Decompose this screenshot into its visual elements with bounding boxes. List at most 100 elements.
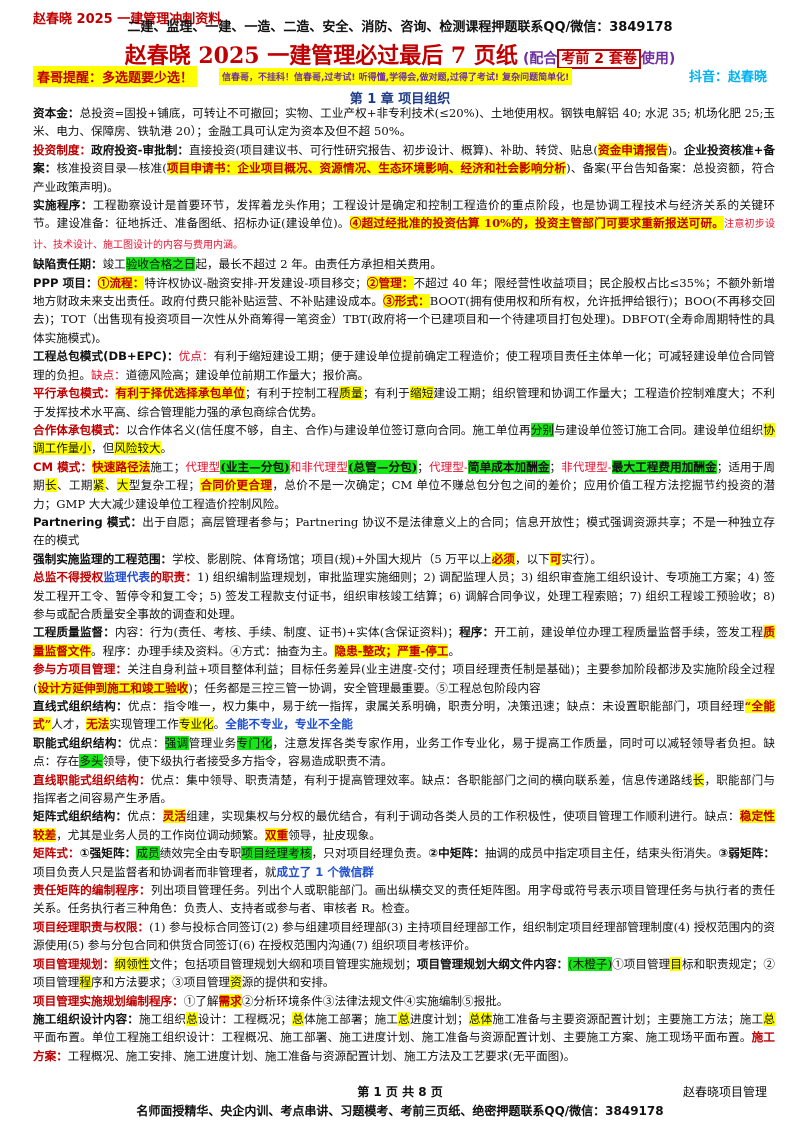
- note-text: 实现管理工作: [109, 717, 179, 732]
- note-text: 。: [448, 643, 461, 658]
- footer-signature: 赵春晓项目管理: [682, 1085, 767, 1099]
- note-text: 。程序：办理手续及资料。④方式：抽查为主。: [90, 643, 335, 658]
- note-text: 、工期: [56, 478, 93, 493]
- note-text: 长: [44, 478, 57, 493]
- note-text: 政府投资-审批制：: [91, 142, 189, 157]
- note-heading: 直线式组织结构：: [33, 699, 128, 713]
- note-text: ②分析环境条件③法律法规文件④实施编制⑤报批。: [241, 993, 509, 1008]
- note-heading: 强制实施监理的工程范围：: [33, 551, 173, 566]
- note-heading: 平行承包模式：: [33, 386, 116, 401]
- note-heading: 项目管理规划：: [33, 956, 115, 971]
- note-text: 优点：: [128, 735, 165, 750]
- note-text: ，总价不是一次确定；CM 单位不赚总包分包之间的差价；应用价值工程方法挖掘节约投…: [33, 478, 775, 511]
- note-text: BOOT(拥有使用权和所有权，允许抵押给银行)；BOO(不再移交回去)；TOT（…: [33, 294, 775, 345]
- note-text: 体施工部署；施工: [303, 1011, 399, 1026]
- note-text: 源的提供和安排。: [241, 975, 335, 990]
- note-text: 最大工程费用加酬金: [611, 459, 717, 474]
- note-text: 学校、影剧院、体育场馆；项目(规)+外国大规片（5 万平以上: [172, 551, 492, 566]
- note-text: 文件；包括项目管理规划大纲和项目管理实施规划；: [149, 956, 417, 971]
- note-text: 长: [692, 772, 705, 787]
- note-text: 缺点：: [90, 367, 126, 382]
- note-text: 程: [79, 975, 91, 990]
- note-text: ，只对项目经理负责。: [311, 846, 429, 861]
- note-text: 组建，实现集权与分权的最优结合，有利于调动各类人员的工作积极性，使项目管理工作顺…: [186, 809, 740, 824]
- note-paragraph: 项目经理职责与权限：(1) 参与投标合同签订(2) 参与组建项目经理部(3) 主…: [33, 918, 775, 955]
- note-text: 总体: [468, 1011, 493, 1026]
- note-text: 领导，扯皮现象。: [288, 827, 381, 842]
- note-text: 的职责：: [150, 570, 198, 585]
- note-text: ，以下: [515, 551, 550, 566]
- note-text: 项目管理规划大纲文件内容：: [416, 956, 569, 971]
- note-text: )、备案(平台告知备案：总投资额，符合产业政策声明)。: [33, 161, 775, 194]
- note-text: ③弱矩阵：: [718, 846, 775, 861]
- note-paragraph: 工程总包模式(DB+EPC)：优点：有利于缩短建设工期；便于建设单位提前确定工程…: [33, 347, 775, 384]
- note-heading: 工程质量监督：: [33, 625, 115, 640]
- note-text: 总: [398, 1011, 410, 1026]
- note-paragraph: 资本金：总投资=固投+铺底，可转让不可撤回；实物、工业产权+非专利技术(≤20%…: [33, 104, 775, 141]
- note-paragraph: 实施程序：工程勘察设计是首要环节，发挥着龙头作用；工程设计是确定和控制工程造价的…: [33, 196, 775, 255]
- tip-reminder: 春哥提醒：多选题要少选！: [33, 66, 198, 87]
- note-text: 工程勘察设计是首要环节，发挥着龙头作用；工程设计是确定和控制工程造价的重点阶段，…: [33, 198, 775, 231]
- note-heading: 实施程序：: [33, 198, 93, 213]
- note-text: 总投资=固投+铺底，可转让不可撤回；实物、工业产权+非专利技术(≤20%)、土地…: [33, 106, 775, 139]
- note-text: 平面布置。单位工程施工组织设计：工程概况、施工部署、施工进度计划、施工准备与资源…: [33, 1030, 752, 1045]
- note-text: 分别: [530, 422, 554, 437]
- note-text: 设计方延伸到施工和竣工验收: [37, 680, 189, 695]
- note-text: 企业投资核准+备案：: [33, 142, 776, 176]
- note-text: ，尤其是业务人员的工作岗位调动频繁。: [56, 827, 265, 842]
- note-text: 无法: [86, 717, 110, 732]
- note-text: 多头: [79, 754, 103, 769]
- note-text: ①强矩阵：: [79, 846, 137, 861]
- note-heading: 职能式组织结构：: [33, 735, 129, 750]
- note-text: (木橙子): [568, 956, 613, 971]
- note-text: 项目经理考核: [241, 846, 312, 861]
- note-text: 工程概况、施工安排、施工进度计划、施工准备与资源配置计划、施工方法及工艺要求(无…: [67, 1048, 576, 1063]
- note-paragraph: 施工组织设计内容：施工组织总设计：工程概况；总体施工部署；施工总进度计划；总体施…: [33, 1010, 775, 1065]
- note-heading: CM 模式：: [33, 459, 93, 474]
- note-text: 资: [230, 975, 242, 990]
- note-text: 全能不专业，专业不全能: [225, 717, 353, 732]
- title-note-post: 使用): [640, 51, 676, 67]
- note-text: 进度计划；: [409, 1011, 469, 1026]
- title-block: 赵春晓 2025 一建管理必过最后 7 页纸 (配合 考前 2 套卷 使用): [0, 38, 800, 70]
- note-text: 双重: [264, 827, 289, 842]
- note-paragraph: 强制实施监理的工程范围：学校、影剧院、体育场馆；项目(规)+外国大规片（5 万平…: [33, 550, 775, 568]
- tip-slogan: 信春哥，不挂科！信春哥,过考试! 听得懂,学得会,做对题,过得了考试! 复杂问题…: [219, 68, 573, 85]
- note-heading: 项目管理实施规划编制程序：: [33, 993, 184, 1008]
- note-text: ②管理：: [366, 275, 414, 290]
- note-paragraph: 直线式组织结构：优点：指令唯一，权力集中，易于统一指挥，隶属关系明确，职责分明，…: [33, 697, 775, 734]
- note-text: 总: [186, 1011, 198, 1026]
- note-heading: 矩阵式组织结构：: [33, 809, 128, 824]
- note-text: 施工；: [150, 459, 186, 474]
- note-text: 实行）。: [561, 551, 602, 566]
- note-text: 总: [291, 1011, 304, 1026]
- note-paragraph: 职能式组织结构：优点：强调管理业务专门化，注意发挥各类专家作用，业务工作专业化，…: [33, 734, 775, 771]
- note-text: ；: [549, 459, 562, 474]
- note-paragraph: 投资制度：政府投资-审批制：直接投资(项目建议书、可行性研究报告、初步设计、概算…: [33, 141, 775, 196]
- note-heading: 资本金：: [33, 106, 80, 120]
- note-text: 人才，: [51, 717, 87, 732]
- note-paragraph: 参与方项目管理：关注自身利益+项目整体利益；目标任务差异(业主进度-交付；项目经…: [33, 660, 775, 697]
- note-text: 开工前，建设单位办理工程质量监督手续，签发工程: [494, 625, 764, 640]
- note-paragraph: 项目管理实施规划编制程序：①了解需求②分析环境条件③法律法规文件④实施编制⑤报批…: [33, 992, 775, 1010]
- note-text: 优点：指令唯一，权力集中，易于统一指挥，隶属关系明确，职责分明，决策迅速；缺点：…: [127, 699, 745, 713]
- note-text: 竣工: [102, 257, 126, 272]
- note-paragraph: 项目管理规划：纲领性文件；包括项目管理规划大纲和项目管理实施规划；项目管理规划大…: [33, 955, 775, 992]
- note-text: 隐患-整改；严重-停工: [334, 643, 449, 658]
- page-title: 赵春晓 2025 一建管理必过最后 7 页纸: [124, 43, 518, 69]
- note-text: 绩效完全由专职: [159, 846, 242, 861]
- note-paragraph: 矩阵式组织结构：优点：灵活组建，实现集权与分权的最优结合，有利于调动各类人员的工…: [33, 807, 775, 844]
- note-paragraph: 合作体承包模式：以合作体名义(信任度不够，自主、合作)与建设单位签订意向合同。施…: [33, 421, 775, 458]
- note-text: 、: [104, 478, 117, 493]
- footer-banner: 名师面授精华、央企内训、考点串讲、习题模考、考前三页纸、绝密押题联系QQ/微信：…: [136, 1104, 664, 1118]
- note-text: 设计：工程概况；: [197, 1011, 292, 1026]
- note-text: 灵活: [162, 809, 187, 824]
- note-paragraph: 平行承包模式：有利于择优选择承包单位；有利于控制工程质量；有利于缩短建设工期；组…: [33, 384, 775, 421]
- note-paragraph: 矩阵式：①强矩阵：成员绩效完全由专职项目经理考核，只对项目经理负责。②中矩阵：抽…: [33, 844, 775, 881]
- note-heading: 责任矩阵的编制程序：: [33, 883, 151, 898]
- note-text: ①了解: [183, 993, 219, 1008]
- note-text: ③形式：: [383, 294, 430, 309]
- note-text: 必须: [491, 551, 516, 566]
- note-text: 优点：: [178, 349, 214, 364]
- note-text: 可: [549, 551, 562, 566]
